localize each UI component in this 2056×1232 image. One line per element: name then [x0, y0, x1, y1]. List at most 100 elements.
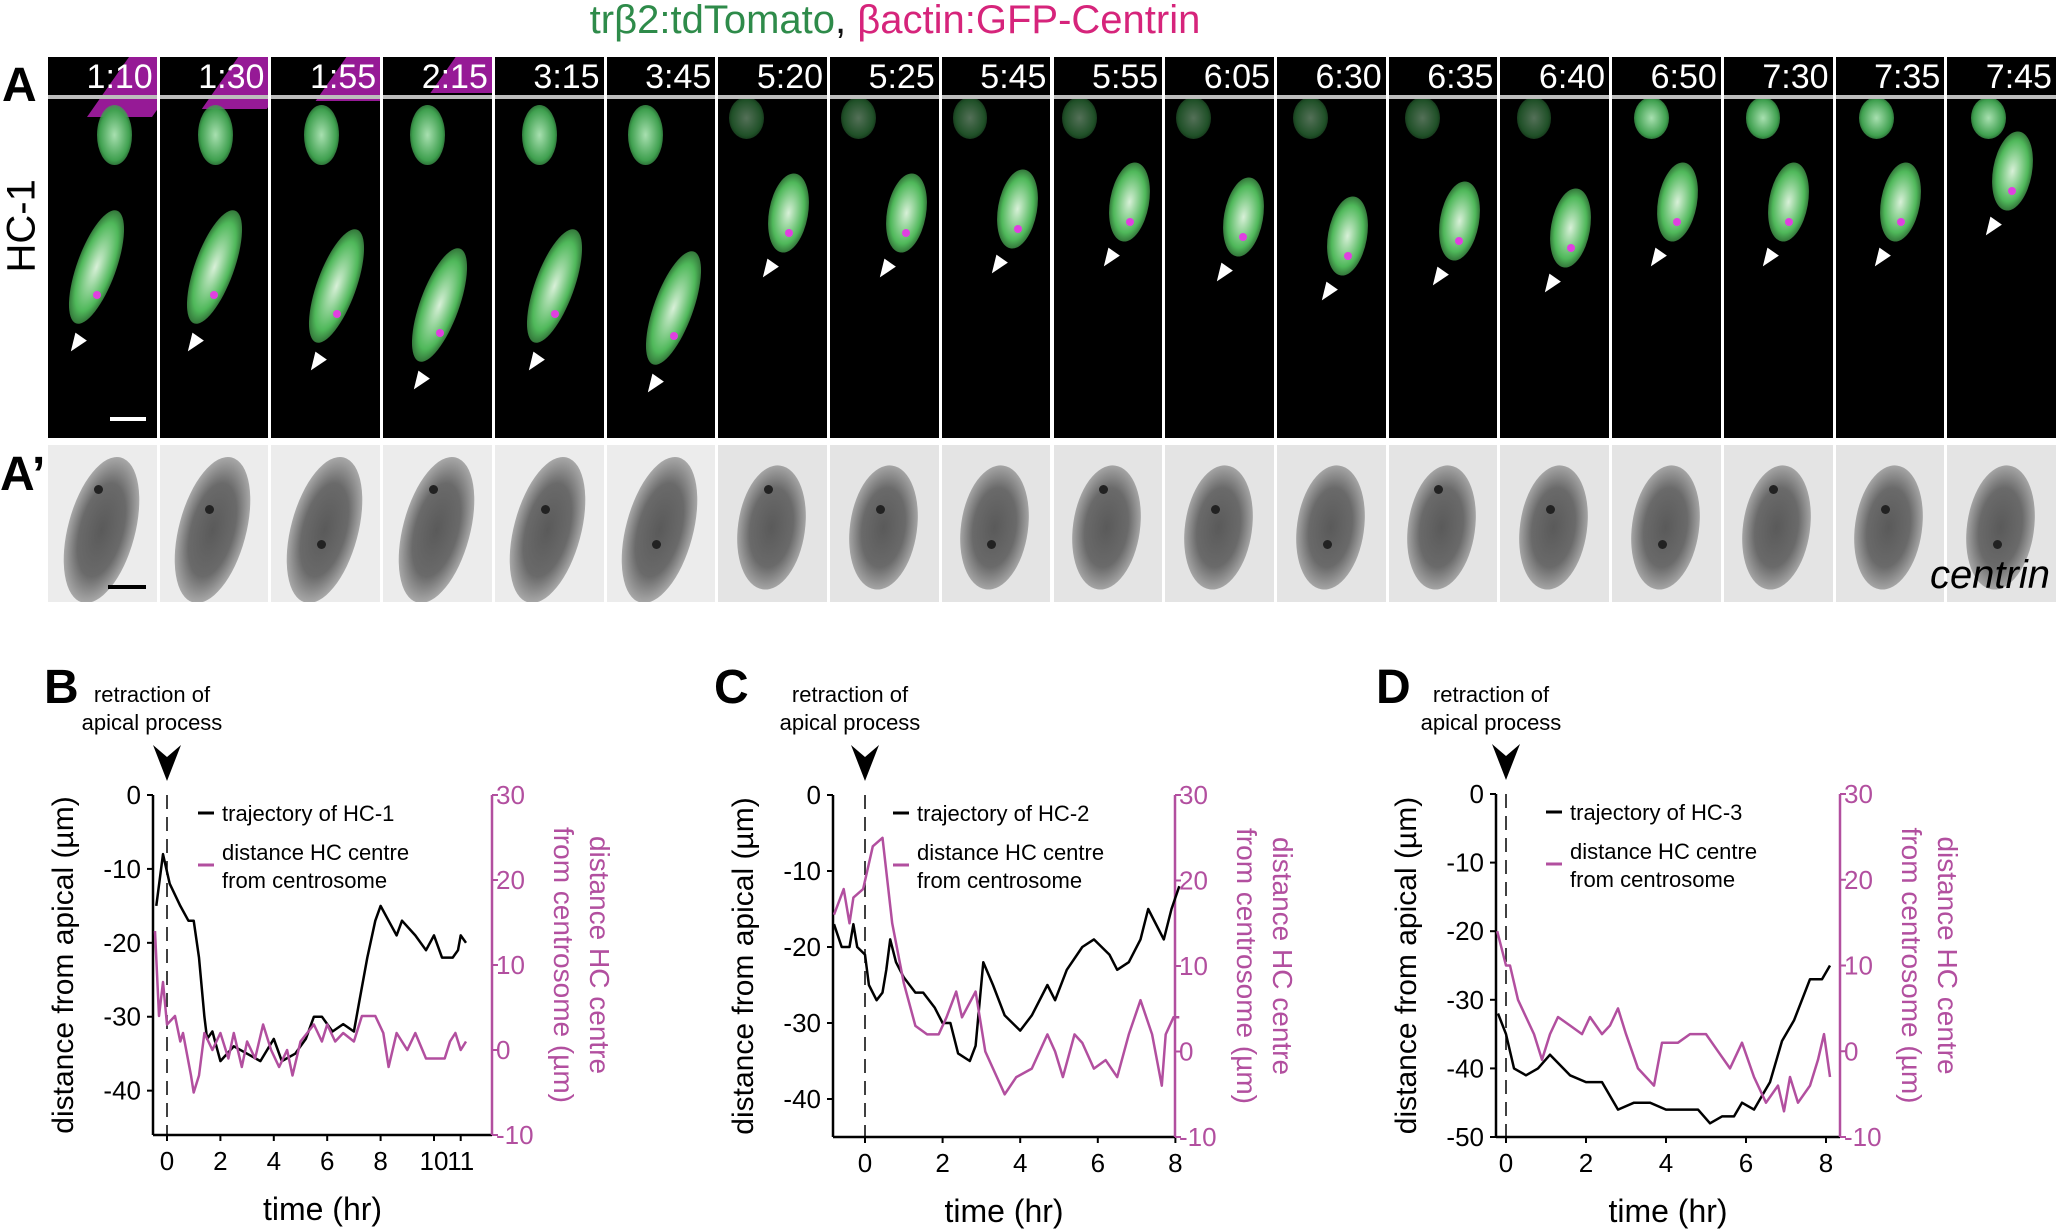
neighbor-cell — [729, 97, 764, 139]
apical-surface-line — [1612, 95, 1721, 99]
cell-body — [1288, 460, 1373, 595]
timelapse-frame: 1:55 — [271, 57, 381, 438]
neighbor-cell — [952, 97, 988, 139]
annotation-line-2: apical process — [1421, 710, 1562, 735]
panel-label-a-prime: A’ — [0, 448, 46, 501]
series-line-trajectory — [832, 885, 1181, 1063]
x-tick-label: 4 — [1659, 1148, 1673, 1178]
event-arrowhead-icon — [1492, 744, 1520, 780]
x-tick-label: 0 — [858, 1148, 872, 1178]
centrin-frame — [830, 445, 939, 602]
centrosome-spot — [670, 332, 679, 341]
centrin-frame — [1276, 445, 1386, 602]
neighbor-cell — [1404, 97, 1440, 139]
figure-title: trβ2:tdTomato, βactin:GFP-Centrin — [0, 0, 1790, 40]
centrin-label: centrin — [1929, 553, 2050, 597]
right-tick-label: 20 — [496, 865, 525, 895]
title-magenta-label: βactin:GFP-Centrin — [846, 0, 1201, 42]
centrin-frame — [718, 445, 828, 602]
centrosome-dot — [1322, 540, 1332, 549]
chart-d: retraction of apical process 0 -10 -20 -30 -40… — [1390, 682, 1963, 1229]
left-tick-label: -30 — [783, 1008, 821, 1038]
centrosome-dot — [1434, 485, 1444, 494]
series-line-centrosome-distance — [1495, 930, 1832, 1113]
neighbor-cell — [522, 105, 557, 165]
right-axis-label-line1: distance HC centre — [1267, 837, 1298, 1075]
timelapse-strip-centrin — [48, 445, 2056, 602]
annotation-line-2: apical process — [82, 710, 223, 735]
centrosome-spot — [435, 328, 444, 337]
cell-body — [384, 448, 489, 602]
neighbor-cell — [96, 105, 132, 165]
centrosome-spot — [1896, 217, 1905, 226]
arrowhead-icon — [1211, 262, 1234, 286]
neighbor-cell — [1516, 97, 1552, 139]
arrowhead-icon — [874, 258, 897, 282]
timepoint-label: 5:25 — [868, 58, 935, 96]
centrosome-spot — [332, 309, 341, 318]
timepoint-label: 6:30 — [1315, 58, 1382, 96]
arrowhead-icon — [1539, 274, 1561, 297]
left-tick-label: -20 — [1446, 916, 1484, 946]
annotation-line-1: retraction of — [1433, 682, 1550, 707]
centrosome-dot — [1769, 485, 1779, 494]
scale-bar — [110, 417, 146, 421]
series-line-trajectory — [1496, 964, 1832, 1125]
centrosome-spot — [1673, 217, 1682, 226]
centrosome-dot — [1210, 505, 1220, 514]
centrosome-spot — [1343, 252, 1352, 261]
x-tick-label: 4 — [1013, 1148, 1027, 1178]
centrin-frame — [1388, 445, 1498, 602]
left-tick-label: -40 — [783, 1084, 821, 1114]
neighbor-cell — [1745, 97, 1781, 139]
centrosome-spot — [1567, 244, 1576, 253]
hair-cell — [297, 222, 376, 349]
legend-label-distance-line1: distance HC centre — [917, 840, 1104, 865]
right-tick-label: 0 — [496, 1035, 510, 1065]
timepoint-label: 6:35 — [1427, 58, 1494, 96]
centrin-frame — [1723, 445, 1833, 602]
right-tick-label: 30 — [496, 780, 525, 810]
apical-surface-line — [718, 95, 828, 99]
arrowhead-icon — [985, 255, 1008, 278]
arrowhead-icon — [304, 351, 327, 374]
centrosome-dot — [317, 540, 327, 549]
centrosome-spot — [1125, 217, 1134, 226]
right-tick-label: 30 — [1179, 780, 1208, 810]
legend-label-trajectory: trajectory of HC-1 — [222, 801, 394, 826]
right-axis-label-line2: from centrosome (µm) — [548, 827, 579, 1103]
hair-cell — [1103, 158, 1156, 245]
x-tick-label: 10 — [420, 1146, 449, 1176]
arrowhead-icon — [1097, 247, 1120, 271]
y-axis-label: distance from apical (µm) — [47, 796, 80, 1133]
y-axis-label: distance from apical (µm) — [1390, 797, 1423, 1134]
timelapse-frame: 6:40 — [1500, 57, 1610, 438]
centrosome-dot — [652, 540, 662, 549]
right-tick-label: 0 — [1179, 1037, 1193, 1067]
timepoint-label: 3:45 — [645, 58, 712, 96]
right-tick-label: 30 — [1844, 779, 1873, 809]
apical-surface-line — [494, 95, 604, 99]
apical-surface-line — [383, 95, 492, 99]
centrin-frame — [1053, 445, 1163, 602]
x-tick-label: 2 — [213, 1146, 227, 1176]
right-axis-label-line2: from centrosome (µm) — [1231, 828, 1262, 1104]
left-tick-label: 0 — [1470, 779, 1484, 809]
cell-body — [729, 460, 814, 595]
row-label-hc1: HC-1 — [0, 179, 44, 273]
cell-body — [272, 448, 377, 602]
timepoint-label: 5:45 — [980, 58, 1047, 96]
x-tick-label: 8 — [1819, 1148, 1833, 1178]
centrosome-spot — [1013, 225, 1022, 234]
apical-surface-line — [1276, 95, 1386, 99]
centrosome-spot — [902, 229, 911, 238]
annotation-line-1: retraction of — [792, 682, 909, 707]
timepoint-label: 6:50 — [1650, 58, 1717, 96]
cell-body — [496, 448, 601, 602]
centrin-frame — [1612, 445, 1721, 602]
panel-label-a: A — [2, 59, 37, 112]
legend-label-distance-line1: distance HC centre — [1570, 839, 1757, 864]
arrowhead-icon — [757, 258, 779, 282]
centrosome-dot — [428, 485, 438, 494]
x-axis-label: time (hr) — [263, 1191, 382, 1227]
